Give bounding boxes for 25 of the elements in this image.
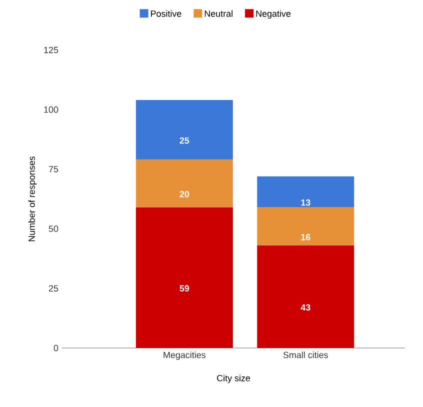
- x-tick-label: Megacities: [164, 352, 206, 360]
- y-tick-label: 125: [44, 46, 58, 54]
- bar: [257, 245, 354, 348]
- x-tick-label: Small cities: [283, 352, 328, 358]
- data-label: 20: [180, 191, 190, 198]
- bar: [257, 176, 354, 208]
- data-label: 16: [301, 234, 310, 240]
- x-axis-title: City size: [217, 374, 250, 384]
- data-label: 59: [180, 285, 190, 292]
- y-tick-label: 50: [48, 226, 58, 232]
- y-tick-label: 75: [48, 166, 58, 172]
- legend-label: Negative: [256, 10, 291, 19]
- y-tick-label: 100: [44, 106, 58, 113]
- y-tick-label: 25: [48, 285, 58, 292]
- legend-label: Positive: [151, 10, 182, 17]
- y-axis-title: Number of responses: [28, 156, 37, 242]
- bar: [136, 207, 233, 348]
- data-label: 25: [180, 137, 190, 144]
- bar: [257, 207, 354, 246]
- data-label: 13: [301, 199, 310, 206]
- legend-label: Neutral: [204, 10, 232, 17]
- bar: [136, 160, 233, 208]
- data-label: 43: [300, 304, 310, 311]
- y-tick-label: 0: [54, 344, 58, 352]
- bar: [136, 100, 233, 160]
